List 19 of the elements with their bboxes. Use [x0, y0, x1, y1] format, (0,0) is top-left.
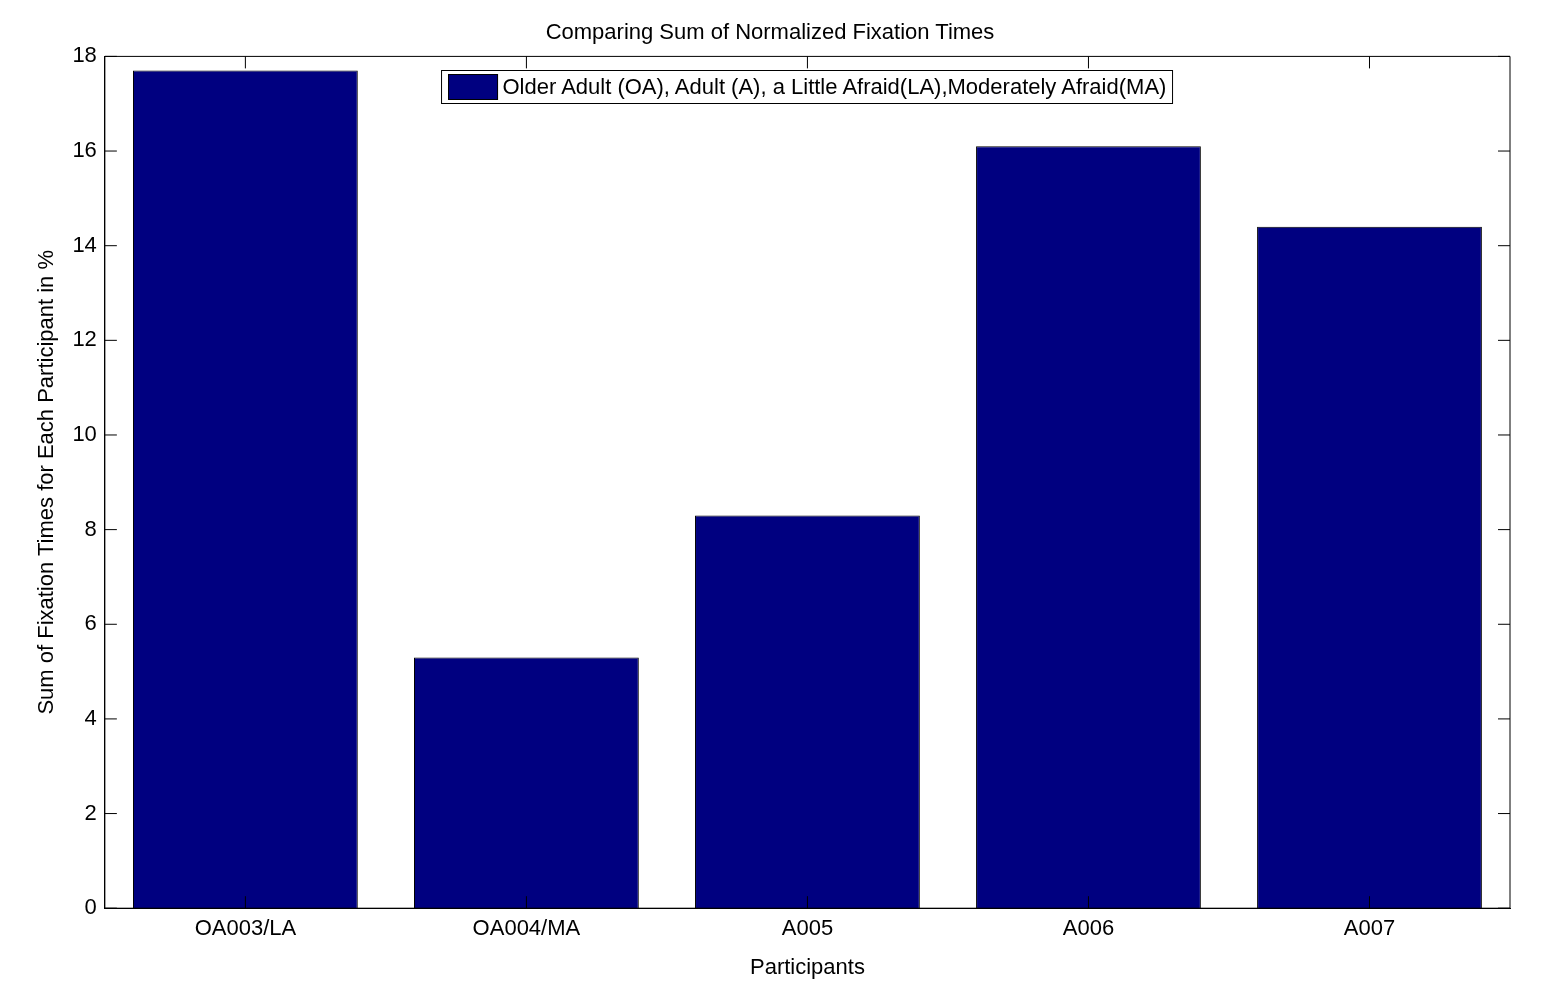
y-tick-label: 8	[84, 515, 97, 541]
text: Older Adult (OA), Adult (A), a Little Afraid(LA),Moderately Afraid(MA)	[502, 74, 1167, 101]
chart-title: Comparing Sum of Normalized Fixation Times	[545, 19, 995, 45]
x-tick-label: OA003/LA	[194, 915, 297, 941]
y-tick-label: 16	[72, 137, 97, 163]
y-tick-label: 10	[72, 421, 97, 447]
y-tick-label: 0	[84, 894, 97, 920]
x-tick-label: A007	[1343, 915, 1396, 941]
x-tick-label: OA004/MA	[472, 915, 581, 941]
y-tick-label: 18	[72, 42, 97, 68]
y-tick-label: 12	[72, 326, 97, 352]
y-tick-label: 2	[84, 799, 97, 825]
y-tick-label: 4	[84, 704, 97, 730]
x-tick-label: A005	[781, 915, 834, 941]
y-axis-title: Sum of Fixation Times for Each Participant in %	[33, 249, 59, 715]
y-tick-label: 14	[72, 231, 97, 257]
y-tick-label: 6	[84, 610, 97, 636]
x-axis-title: Participants	[749, 953, 865, 979]
x-tick-label: A006	[1062, 915, 1115, 941]
